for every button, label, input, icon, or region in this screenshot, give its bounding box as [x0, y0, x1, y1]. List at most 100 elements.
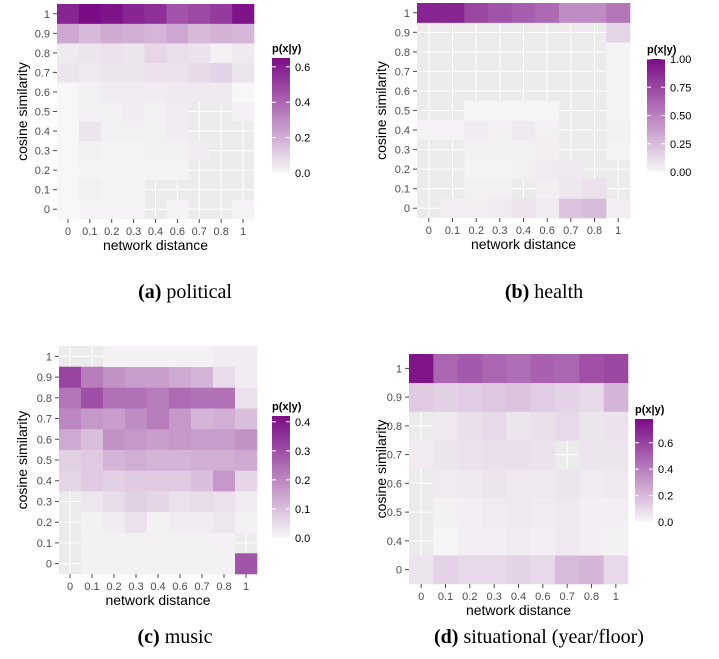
heatmap-cell [511, 198, 536, 219]
heatmap-cell [457, 555, 483, 585]
heatmap-cell [125, 408, 148, 430]
heatmap-cell [603, 497, 629, 527]
heatmap-cell [530, 555, 556, 585]
heatmap-cell [506, 382, 531, 412]
heatmap-cell [100, 140, 123, 161]
y-tick-label: 0.3 [37, 496, 52, 508]
x-tick-label: 0 [67, 581, 73, 593]
heatmap-cell [482, 526, 507, 556]
heatmap-cell [191, 511, 214, 533]
y-tick-label: 0.5 [37, 455, 52, 467]
heatmap-cell [488, 198, 512, 219]
x-tick-label: 0.1 [82, 226, 97, 238]
heatmap-cell [555, 382, 580, 412]
heatmap-cell [482, 354, 507, 384]
caption-situational: (d) situational (year/floor) [409, 626, 669, 649]
heatmap-cell [191, 553, 214, 575]
heatmap-cell [235, 428, 258, 450]
heatmap-cell [103, 408, 126, 430]
heatmap-cell [103, 553, 126, 575]
legend-tick-label: 0.1 [295, 504, 310, 516]
heatmap-cell [530, 382, 556, 412]
heatmap-cell [213, 346, 236, 368]
x-tick-label: 0.2 [469, 225, 484, 237]
y-tick-label: 0 [44, 204, 50, 216]
x-tick-label: 1 [615, 225, 621, 237]
heatmap-cell [433, 382, 458, 412]
heatmap-cell [166, 121, 189, 142]
heatmap-cell [125, 511, 148, 533]
heatmap-cell [188, 4, 211, 24]
heatmap-cell [166, 101, 189, 122]
heatmap-cell [603, 354, 629, 384]
heatmap-cell [122, 121, 145, 142]
heatmap-cell [482, 497, 507, 527]
heatmap-cell [57, 43, 80, 63]
heatmap-cell [535, 198, 560, 219]
heatmap-cell [417, 3, 441, 23]
y-tick-label: 0.9 [37, 372, 52, 384]
heatmap-cell [125, 553, 148, 575]
x-tick-label: 0.7 [194, 581, 209, 593]
heatmap-cell [188, 82, 211, 103]
heatmap-cell [122, 4, 145, 24]
legend-tick-label: 0.2 [295, 133, 310, 145]
heatmap-cell [511, 159, 536, 180]
y-tick-label: 0.7 [387, 450, 402, 462]
caption-label: (d) [434, 626, 459, 648]
heatmap-cell [433, 411, 458, 441]
heatmap-cell [122, 62, 145, 83]
x-tick-label: 0.6 [170, 226, 185, 238]
x-tick-label: 1 [243, 581, 249, 593]
heatmap-cell [169, 366, 192, 388]
x-tick-label: 0.6 [172, 581, 187, 593]
heatmap-cell [100, 23, 123, 44]
heatmap-cell [103, 387, 126, 409]
heatmap-cell [213, 491, 236, 513]
heatmap-cell [81, 408, 104, 430]
heatmap-cell [464, 198, 489, 219]
x-tick-label: 0.2 [104, 226, 119, 238]
caption-health: (b) health [479, 281, 609, 304]
heatmap-chart-music: 0 0.1 0.2 0.3 0.4 0.6 0.7 0.8 1 0 0.1 0.2 0.3 0.4 0.5 0… [14, 346, 310, 608]
heatmap-cell [78, 179, 102, 200]
legend-title: p(x|y) [635, 404, 665, 416]
heatmap-cell [506, 555, 531, 585]
heatmap-cell [433, 555, 458, 585]
y-tick-label: 0.4 [35, 126, 50, 138]
heatmap-cell [433, 354, 458, 384]
heatmap-cell [433, 497, 458, 527]
heatmap-cell [457, 382, 483, 412]
heatmap-cell [188, 43, 211, 63]
heatmap-cell [147, 470, 170, 492]
heatmap-cell [81, 491, 104, 513]
legend-tick-label: 0.3 [295, 446, 310, 458]
heatmap-cell [579, 497, 604, 527]
heatmap-cell [103, 532, 126, 554]
heatmap-cell [59, 408, 82, 430]
legend-tick-label: 0.6 [658, 438, 673, 450]
heatmap-cell [144, 160, 167, 181]
heatmap-cell [147, 491, 170, 513]
heatmap-cell [235, 346, 258, 368]
heatmap-cell [122, 23, 145, 44]
heatmap-cell [603, 411, 629, 441]
x-tick-label: 0.4 [516, 225, 531, 237]
x-tick-label: 0 [418, 591, 424, 603]
heatmap-cell [235, 491, 258, 513]
heatmap-cell [125, 470, 148, 492]
heatmap-cell [78, 62, 102, 83]
x-tick-label: 0.2 [106, 581, 121, 593]
heatmap-cell [122, 101, 145, 122]
heatmap-cell [457, 469, 483, 499]
heatmap-cell [506, 411, 531, 441]
heatmap-cell [169, 532, 192, 554]
heatmap-cell [103, 428, 126, 450]
heatmap-cell [530, 354, 556, 384]
heatmap-cell [606, 22, 631, 43]
legend-tick-label: 0.4 [658, 464, 673, 476]
heatmap-cell [457, 411, 483, 441]
heatmap-cell [457, 440, 483, 470]
heatmap-cell [191, 470, 214, 492]
heatmap-cell [482, 440, 507, 470]
